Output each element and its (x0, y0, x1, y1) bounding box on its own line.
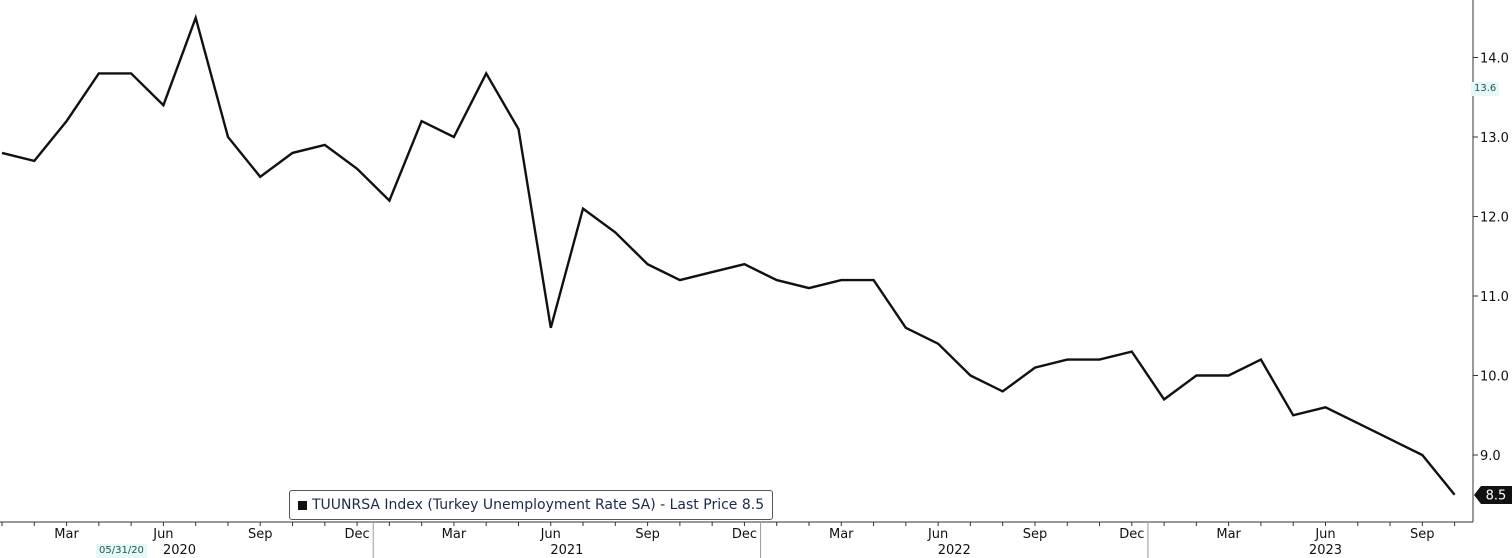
y-tick-label: 9.0 (1480, 449, 1501, 464)
x-year-label: 2023 (1309, 543, 1342, 558)
x-tick-label: Jun (927, 527, 948, 542)
y-tick-label: 11.0 (1480, 290, 1509, 305)
x-tick-label: Jun (1314, 527, 1335, 542)
y-tick-label: 10.0 (1480, 370, 1509, 385)
x-tick-label: Sep (635, 527, 660, 542)
x-year-label: 2020 (163, 543, 196, 558)
crosshair-value-tag: 13.6 (1471, 82, 1500, 96)
y-tick-label: 13.0 (1480, 131, 1509, 146)
x-tick-label: Jun (152, 527, 173, 542)
last-price-value: 8.5 (1486, 489, 1507, 504)
last-price-tag: 8.5 (1474, 486, 1512, 504)
x-tick-label: Jun (540, 527, 561, 542)
y-tick-label: 12.0 (1480, 211, 1509, 226)
legend-label: TUUNRSA Index (Turkey Unemployment Rate … (312, 497, 765, 513)
x-year-label: 2021 (550, 543, 583, 558)
last-price-tag-shape (1474, 486, 1512, 504)
x-tick-label: Mar (442, 527, 467, 542)
x-tick-label: Dec (1119, 527, 1144, 542)
x-tick-label: Sep (1410, 527, 1435, 542)
x-year-label: 2022 (938, 543, 971, 558)
x-tick-label: Sep (248, 527, 273, 542)
x-tick-label: Mar (829, 527, 854, 542)
x-tick-label: Dec (345, 527, 370, 542)
x-tick-label: Mar (54, 527, 79, 542)
x-tick-label: Dec (732, 527, 757, 542)
legend-swatch-icon (298, 500, 307, 510)
x-tick-label: Mar (1216, 527, 1241, 542)
x-tick-label: Sep (1023, 527, 1048, 542)
chart-legend: TUUNRSA Index (Turkey Unemployment Rate … (289, 490, 774, 520)
series-line (1, 13, 1456, 496)
crosshair-date-tag: 05/31/20 (96, 544, 147, 558)
y-tick-label: 14.0 (1480, 52, 1509, 67)
